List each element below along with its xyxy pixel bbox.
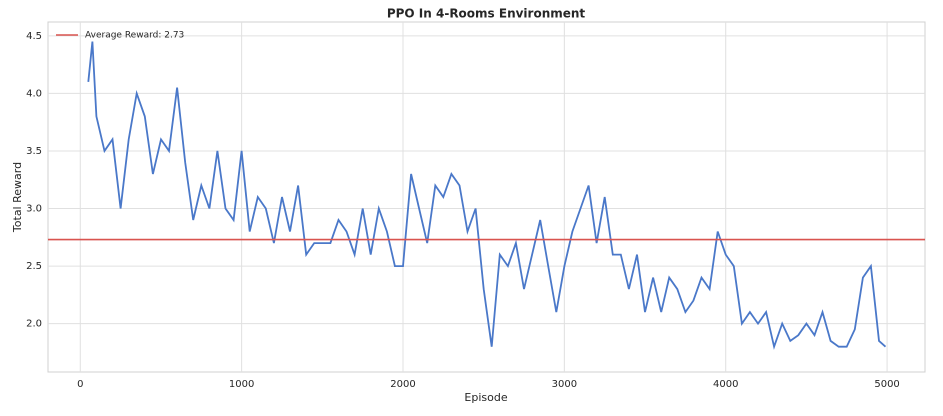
y-tick-label: 4.5 [26,31,42,42]
x-tick-label: 2000 [390,379,415,390]
y-tick-label: 3.0 [26,204,42,215]
x-tick-label: 5000 [874,379,899,390]
legend-label: Average Reward: 2.73 [85,31,184,41]
y-tick-label: 3.5 [26,146,42,157]
line-series [87,41,887,350]
chart-title: PPO In 4-Rooms Environment [387,7,586,21]
plot-area [47,21,926,373]
x-tick-label: 4000 [713,379,738,390]
x-tick-label: 1000 [229,379,254,390]
y-axis-label: Total Reward [11,162,24,233]
y-tick-label: 2.5 [26,261,42,272]
x-tick-label: 3000 [552,379,577,390]
y-tick-label: 4.0 [26,88,42,99]
x-tick-label: 0 [77,379,83,390]
x-axis-label: Episode [464,391,507,404]
y-tick-label: 2.0 [26,319,42,330]
